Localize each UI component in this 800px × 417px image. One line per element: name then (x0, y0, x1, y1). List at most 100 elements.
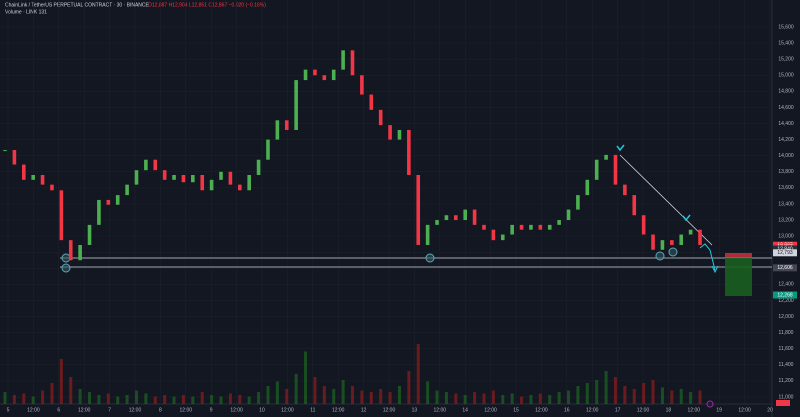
price-tick-label: 15,000 (778, 73, 794, 79)
badge-icon (776, 400, 790, 406)
candle (613, 154, 618, 185)
volume-bar (285, 389, 289, 404)
price-tick-label: 15,200 (778, 57, 794, 63)
price-badge (773, 264, 797, 272)
time-tick-label: 12:00 (434, 407, 447, 413)
candle (397, 129, 402, 140)
candle (576, 195, 580, 210)
time-tick-label: 12:00 (27, 407, 40, 413)
volume-bar (247, 396, 251, 404)
price-tick-label: 12,200 (778, 298, 794, 304)
candle (378, 109, 383, 126)
time-tick-label: 20 (767, 407, 773, 413)
candle (181, 175, 186, 183)
volume-bar (332, 389, 336, 404)
volume-bar (632, 389, 636, 404)
volume-bar (482, 393, 486, 404)
time-tick-label: 16 (564, 407, 570, 413)
candle (228, 171, 233, 185)
price-badge-label: 12,606 (777, 265, 793, 271)
candle (59, 190, 64, 241)
volume-bar (172, 396, 176, 404)
candle (247, 175, 251, 191)
candle (641, 215, 646, 235)
time-tick-label: 12:00 (230, 407, 243, 413)
candle (172, 175, 176, 180)
candle (425, 224, 430, 245)
candle (200, 175, 205, 191)
candle (87, 224, 92, 245)
volume-bar (538, 393, 542, 404)
target-zone (725, 258, 752, 296)
candle (566, 209, 571, 221)
candle (585, 179, 590, 196)
candle (256, 159, 261, 175)
candle (491, 229, 496, 241)
candle (209, 179, 214, 191)
price-tick-label: 11,000 (779, 394, 794, 400)
price-tick-label: 11,800 (779, 330, 794, 336)
volume-bar (595, 380, 599, 404)
volume-bar (78, 389, 82, 404)
volume-bar (660, 387, 664, 404)
candle (303, 69, 308, 81)
volume-bar (200, 392, 204, 404)
price-tick-label: 14,600 (778, 105, 794, 111)
event-icon (706, 400, 714, 408)
time-tick-label: 12:00 (484, 407, 497, 413)
volume-bar (31, 396, 35, 404)
time-tick-label: 12:00 (586, 407, 599, 413)
candle (529, 224, 533, 230)
candle (538, 224, 543, 230)
price-tick-label: 13,800 (778, 169, 794, 175)
volume-bar (567, 390, 571, 404)
time-tick-label: 5 (7, 407, 10, 413)
volume-bar (397, 386, 401, 404)
volume-bar (585, 383, 589, 404)
volume-bar (275, 381, 279, 404)
candle (68, 240, 73, 261)
time-tick-label: 15 (513, 407, 519, 413)
price-tick-label: 14,200 (778, 137, 794, 143)
candle (284, 120, 289, 130)
candle (78, 244, 82, 261)
price-badge-label: 12,793 (777, 250, 793, 256)
volume-bar (22, 393, 26, 404)
volume-bar (369, 392, 373, 404)
candle (500, 234, 505, 241)
time-tick-label: 12:00 (535, 407, 548, 413)
candle (604, 154, 608, 160)
volume-bar (153, 396, 157, 404)
time-tick-label: 12:00 (281, 407, 294, 413)
candle (519, 224, 524, 230)
candle (547, 224, 552, 230)
volume-bar (181, 395, 185, 404)
price-badge (773, 245, 797, 253)
time-tick-label: 12:00 (738, 407, 751, 413)
volume-bar (416, 344, 420, 404)
candle (21, 164, 26, 180)
candle (435, 220, 439, 225)
candle (125, 184, 129, 196)
time-tick-label: 11 (310, 407, 315, 413)
candle (623, 184, 627, 196)
volume-bar (679, 389, 683, 404)
time-tick-label: 18 (666, 407, 672, 413)
candle (510, 224, 514, 235)
candle (266, 139, 270, 160)
circle-marker (425, 253, 435, 263)
candle (162, 170, 167, 180)
volume-bar (388, 392, 392, 404)
time-tick-label: 19 (716, 407, 722, 413)
stop-zone (725, 253, 752, 258)
volume-label: Volume · LINK 131 (5, 9, 47, 15)
price-tick-label: 14,000 (778, 153, 794, 159)
volume-bar (642, 383, 646, 404)
time-tick-label: 8 (159, 407, 162, 413)
volume-bar (219, 396, 223, 404)
candle (407, 129, 411, 175)
candle (369, 94, 374, 110)
volume-bar (59, 359, 63, 404)
volume-bar (266, 386, 270, 404)
